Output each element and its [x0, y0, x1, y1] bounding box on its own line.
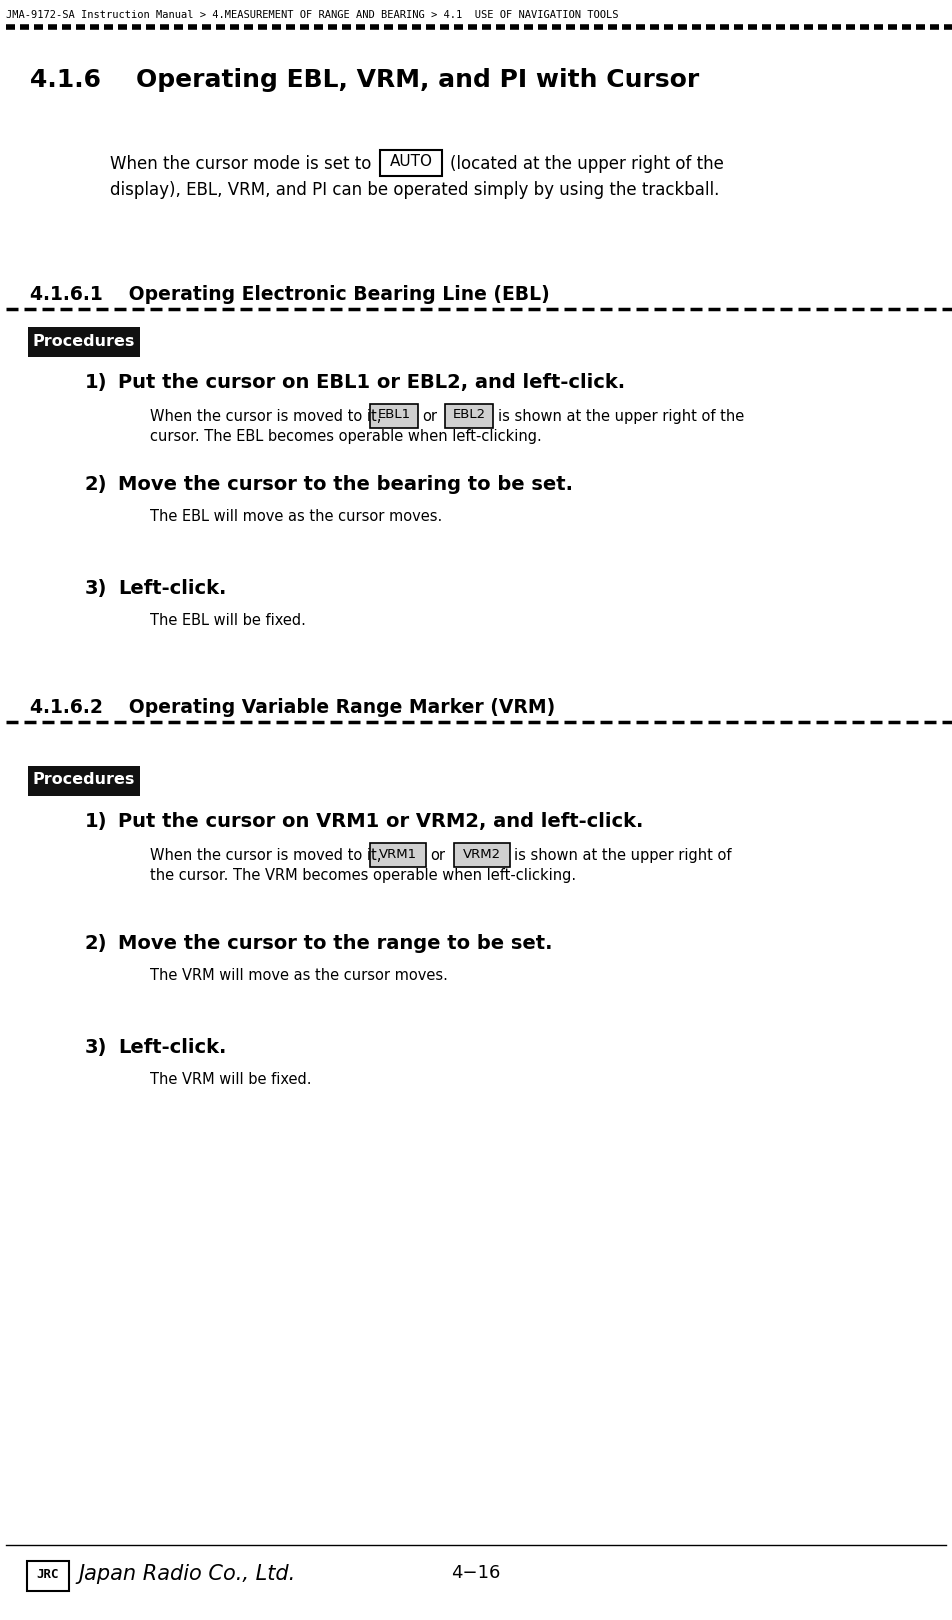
Text: Move the cursor to the bearing to be set.: Move the cursor to the bearing to be set… [118, 475, 573, 494]
Text: EBL1: EBL1 [377, 408, 410, 421]
Text: the cursor. The VRM becomes operable when left-clicking.: the cursor. The VRM becomes operable whe… [150, 868, 576, 883]
FancyBboxPatch shape [380, 151, 442, 177]
Text: 3): 3) [85, 1038, 108, 1056]
Text: 4.1.6.1    Operating Electronic Bearing Line (EBL): 4.1.6.1 Operating Electronic Bearing Lin… [30, 285, 549, 305]
Text: 2): 2) [85, 475, 108, 494]
Text: Procedures: Procedures [32, 334, 135, 348]
Text: 3): 3) [85, 578, 108, 598]
Text: When the cursor is moved to it,: When the cursor is moved to it, [150, 408, 382, 424]
Text: 2): 2) [85, 935, 108, 953]
Text: Put the cursor on EBL1 or EBL2, and left-click.: Put the cursor on EBL1 or EBL2, and left… [118, 373, 625, 392]
Text: Move the cursor to the range to be set.: Move the cursor to the range to be set. [118, 935, 552, 953]
Text: When the cursor is moved to it,: When the cursor is moved to it, [150, 847, 382, 863]
Text: The EBL will move as the cursor moves.: The EBL will move as the cursor moves. [150, 509, 443, 523]
Text: The VRM will be fixed.: The VRM will be fixed. [150, 1072, 311, 1087]
Text: 4.1.6    Operating EBL, VRM, and PI with Cursor: 4.1.6 Operating EBL, VRM, and PI with Cu… [30, 68, 700, 92]
FancyBboxPatch shape [370, 403, 418, 428]
Text: When the cursor mode is set to: When the cursor mode is set to [110, 156, 371, 173]
Text: JRC: JRC [37, 1568, 59, 1581]
Text: AUTO: AUTO [389, 154, 432, 168]
Text: The VRM will move as the cursor moves.: The VRM will move as the cursor moves. [150, 969, 447, 983]
Text: is shown at the upper right of: is shown at the upper right of [514, 847, 731, 863]
Text: Put the cursor on VRM1 or VRM2, and left-click.: Put the cursor on VRM1 or VRM2, and left… [118, 812, 644, 831]
FancyBboxPatch shape [445, 403, 493, 428]
FancyBboxPatch shape [28, 766, 140, 795]
Text: VRM1: VRM1 [379, 847, 417, 860]
Text: Procedures: Procedures [32, 773, 135, 787]
Text: display), EBL, VRM, and PI can be operated simply by using the trackball.: display), EBL, VRM, and PI can be operat… [110, 181, 720, 199]
FancyBboxPatch shape [370, 842, 426, 867]
Text: or: or [422, 408, 437, 424]
Text: or: or [430, 847, 445, 863]
Text: EBL2: EBL2 [452, 408, 486, 421]
Text: VRM2: VRM2 [463, 847, 501, 860]
Text: (located at the upper right of the: (located at the upper right of the [450, 156, 724, 173]
Text: is shown at the upper right of the: is shown at the upper right of the [498, 408, 744, 424]
Text: Left-click.: Left-click. [118, 578, 227, 598]
FancyBboxPatch shape [454, 842, 510, 867]
Text: 1): 1) [85, 373, 108, 392]
FancyBboxPatch shape [27, 1562, 69, 1591]
FancyBboxPatch shape [28, 327, 140, 356]
Text: The EBL will be fixed.: The EBL will be fixed. [150, 612, 306, 629]
Text: Japan Radio Co., Ltd.: Japan Radio Co., Ltd. [78, 1563, 295, 1584]
Text: JMA-9172-SA Instruction Manual > 4.MEASUREMENT OF RANGE AND BEARING > 4.1  USE O: JMA-9172-SA Instruction Manual > 4.MEASU… [6, 10, 619, 19]
Text: Left-click.: Left-click. [118, 1038, 227, 1056]
Text: 1): 1) [85, 812, 108, 831]
Text: 4−16: 4−16 [451, 1563, 501, 1583]
Text: cursor. The EBL becomes operable when left-clicking.: cursor. The EBL becomes operable when le… [150, 429, 542, 444]
Text: 4.1.6.2    Operating Variable Range Marker (VRM): 4.1.6.2 Operating Variable Range Marker … [30, 698, 555, 718]
